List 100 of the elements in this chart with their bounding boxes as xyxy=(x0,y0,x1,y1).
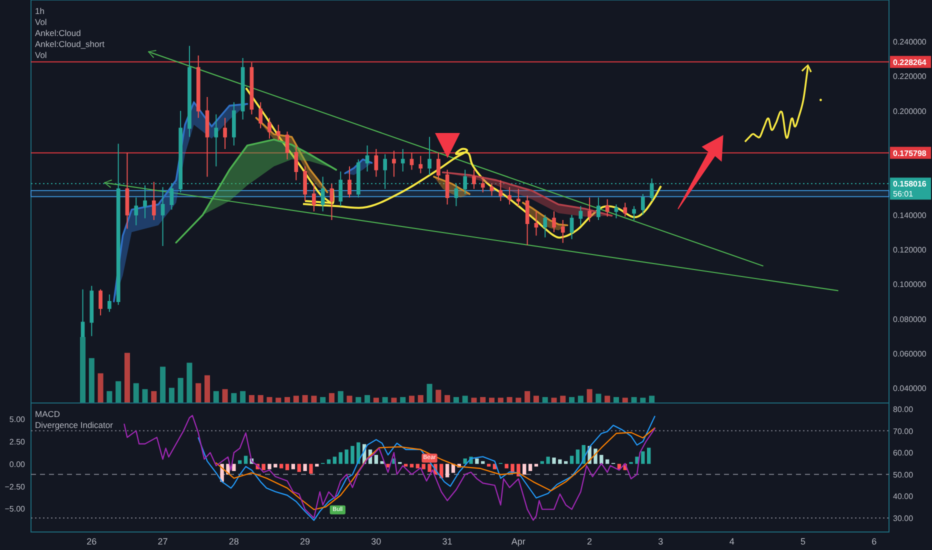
x-tick-label: 26 xyxy=(86,536,97,546)
bar xyxy=(570,456,574,464)
bar xyxy=(276,398,282,403)
x-tick-label: 29 xyxy=(300,536,310,546)
bar xyxy=(274,464,278,468)
bar xyxy=(600,454,604,464)
bar xyxy=(380,461,384,464)
candlestick xyxy=(214,114,218,167)
bar xyxy=(569,397,575,403)
candlestick xyxy=(543,214,548,238)
bar xyxy=(196,383,202,403)
bar xyxy=(506,397,512,403)
candlestick xyxy=(623,202,628,218)
bar xyxy=(373,398,379,403)
candlestick xyxy=(534,210,538,236)
bar xyxy=(480,397,486,403)
candlestick xyxy=(205,96,210,178)
bar xyxy=(426,384,432,403)
x-tick-label: 30 xyxy=(371,536,382,546)
x-tick-label: 5 xyxy=(800,536,806,546)
annotation: Divergence Indicator xyxy=(35,420,114,430)
candlestick xyxy=(428,136,432,176)
bar xyxy=(332,456,337,464)
bar xyxy=(540,461,544,464)
x-tick-label: Apr xyxy=(511,536,526,546)
bar xyxy=(328,393,334,403)
line-series xyxy=(522,202,568,226)
y-tick-label: 0.220000 xyxy=(893,72,927,81)
ref-line-label: 0.175798 xyxy=(893,148,927,158)
bar xyxy=(418,395,424,403)
bar xyxy=(204,375,210,403)
bar xyxy=(408,396,414,403)
candlestick xyxy=(365,145,370,172)
bar xyxy=(326,459,331,464)
candlestick xyxy=(525,195,530,246)
bar xyxy=(344,450,348,464)
candlestick xyxy=(516,188,520,207)
bar xyxy=(445,464,450,478)
bar xyxy=(232,464,236,472)
y-tick-label: 0.240000 xyxy=(893,37,927,46)
bar xyxy=(284,397,290,403)
candlestick xyxy=(276,124,280,141)
bar xyxy=(524,391,530,403)
bar xyxy=(489,398,495,403)
x-tick-label: 4 xyxy=(729,536,734,546)
candlestick xyxy=(418,155,423,174)
bar xyxy=(649,396,655,403)
candlestick xyxy=(614,204,618,219)
x-tick-label: 2 xyxy=(587,536,592,546)
y-tick-label: 5.00 xyxy=(9,414,26,424)
x-tick-label: 31 xyxy=(442,536,452,546)
bar xyxy=(391,398,397,403)
bar xyxy=(238,460,242,464)
bar xyxy=(516,398,522,403)
candlestick xyxy=(196,54,200,118)
bar xyxy=(444,395,450,403)
bar xyxy=(463,458,467,464)
bar xyxy=(302,395,308,403)
candlestick xyxy=(596,197,600,221)
y-tick-label: 0.200000 xyxy=(893,106,927,116)
bar xyxy=(320,397,326,403)
bar xyxy=(542,397,548,403)
bar xyxy=(578,396,584,403)
bar xyxy=(262,464,266,470)
candlestick xyxy=(374,148,378,178)
annotation: Ankel:Cloud xyxy=(35,28,82,38)
bar xyxy=(258,395,264,403)
bar xyxy=(564,461,568,464)
candlestick xyxy=(98,288,102,316)
x-tick-label: 6 xyxy=(872,536,877,546)
candlestick xyxy=(294,145,298,181)
candlestick xyxy=(312,183,316,212)
bar xyxy=(462,396,468,403)
bar xyxy=(338,452,342,464)
candlestick xyxy=(223,117,227,150)
bar xyxy=(504,464,508,468)
bar xyxy=(168,388,174,403)
bar xyxy=(116,381,122,403)
bar xyxy=(641,451,645,464)
bar xyxy=(640,398,646,403)
candlestick xyxy=(490,183,494,196)
x-tick-label: 28 xyxy=(228,536,239,546)
candlestick xyxy=(330,183,334,221)
candlestick xyxy=(188,45,192,138)
y2-tick-label: 60.00 xyxy=(893,448,914,458)
bar xyxy=(604,396,610,403)
bar xyxy=(374,454,378,464)
y-tick-label: 0.040000 xyxy=(893,384,927,393)
candlestick xyxy=(498,180,503,202)
bar xyxy=(552,458,556,464)
candlestick xyxy=(90,285,94,337)
text: 1h xyxy=(35,6,45,16)
bar xyxy=(647,448,651,464)
bar xyxy=(338,391,344,403)
candlestick xyxy=(303,166,307,202)
bar xyxy=(124,352,130,403)
bar xyxy=(428,464,432,472)
bar xyxy=(231,393,237,403)
bar xyxy=(178,378,184,403)
candlestick xyxy=(560,220,565,244)
